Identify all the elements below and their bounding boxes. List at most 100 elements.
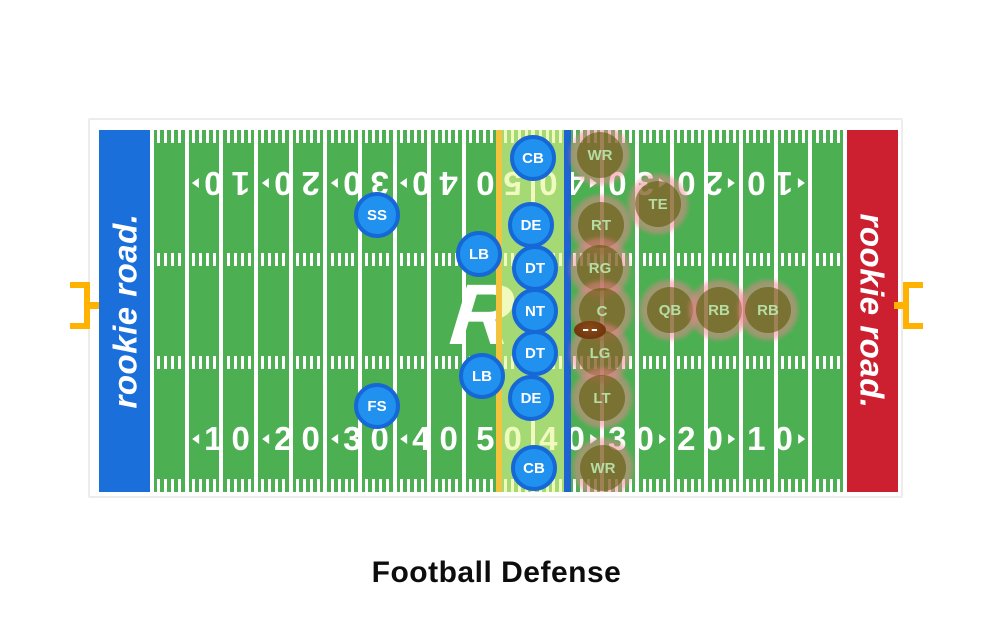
hash-tick [725, 130, 729, 143]
hash-tick [801, 253, 805, 266]
yard-arrow-icon [727, 178, 735, 188]
hash-tick [413, 356, 417, 369]
yard-arrow-icon [727, 434, 735, 444]
hash-tick [836, 253, 840, 266]
hash-tick [275, 479, 279, 492]
page-title: Football Defense [371, 556, 622, 589]
hash-tick [296, 130, 300, 143]
hash-tick [822, 479, 826, 492]
yard-line [323, 130, 328, 492]
goalpost-left-stub [89, 302, 99, 309]
hash-tick [192, 253, 196, 266]
hash-tick [275, 253, 279, 266]
hash-tick [344, 130, 348, 143]
hash-tick [781, 479, 785, 492]
hash-tick [469, 130, 473, 143]
hash-tick [171, 479, 175, 492]
hash-tick [330, 130, 334, 143]
hash-tick [753, 356, 757, 369]
hash-tick [379, 356, 383, 369]
hash-tick [226, 479, 230, 492]
hash-tick [663, 253, 667, 266]
yard-arrow-icon [331, 178, 339, 188]
yard-arrow-icon [192, 178, 200, 188]
hash-tick [372, 356, 376, 369]
hash-tick [628, 356, 632, 369]
yard-line [461, 130, 466, 492]
hash-tick [386, 253, 390, 266]
hash-tick [386, 479, 390, 492]
hash-tick [302, 130, 306, 143]
hash-tick [663, 130, 667, 143]
hash-tick [296, 253, 300, 266]
hash-tick [164, 356, 168, 369]
yard-arrow-icon [589, 434, 597, 444]
hash-tick [212, 253, 216, 266]
hash-tick [233, 130, 237, 143]
hash-tick [164, 253, 168, 266]
hash-tick [573, 253, 577, 266]
hash-tick [718, 130, 722, 143]
hash-tick [261, 479, 265, 492]
hash-tick [691, 479, 695, 492]
hash-tick [247, 253, 251, 266]
hash-tick [365, 253, 369, 266]
hash-tick [157, 130, 161, 143]
hash-tick [434, 479, 438, 492]
hash-tick [399, 130, 403, 143]
hash-tick [247, 479, 251, 492]
hash-tick [663, 479, 667, 492]
hash-tick [836, 130, 840, 143]
yard-line [219, 130, 224, 492]
hash-tick [365, 479, 369, 492]
hash-tick [711, 356, 715, 369]
player-off-rb: RB [696, 287, 742, 333]
hash-tick [829, 356, 833, 369]
hash-tick [642, 253, 646, 266]
hash-tick [642, 130, 646, 143]
yard-line [392, 130, 397, 492]
hash-tick [434, 356, 438, 369]
player-off-qb: QB [647, 287, 693, 333]
hash-tick [406, 130, 410, 143]
hash-tick [656, 356, 660, 369]
hash-tick [372, 253, 376, 266]
hash-tick [247, 130, 251, 143]
hash-tick [178, 253, 182, 266]
hash-tick [767, 253, 771, 266]
hash-tick [614, 130, 618, 143]
hash-tick [725, 356, 729, 369]
hash-tick [684, 479, 688, 492]
hash-tick [309, 356, 313, 369]
hash-tick [781, 130, 785, 143]
hash-tick [282, 130, 286, 143]
hash-tick [836, 356, 840, 369]
hash-tick [240, 479, 244, 492]
hash-tick [268, 479, 272, 492]
hash-tick [420, 479, 424, 492]
hash-tick [330, 479, 334, 492]
hash-tick [788, 253, 792, 266]
hash-tick [580, 130, 584, 143]
hash-tick [656, 479, 660, 492]
goalpost-right-icon [903, 282, 923, 329]
hash-tick [302, 356, 306, 369]
hash-tick [344, 356, 348, 369]
yard-line [288, 130, 293, 492]
hash-tick [697, 130, 701, 143]
hash-tick [351, 253, 355, 266]
hash-tick [697, 253, 701, 266]
endzone-right-label: rookie road. [853, 213, 891, 409]
goalpost-left-icon [70, 282, 90, 329]
hash-tick [732, 479, 736, 492]
hash-tick [268, 356, 272, 369]
hash-tick [691, 253, 695, 266]
hash-tick [337, 253, 341, 266]
goal-line [150, 130, 154, 492]
